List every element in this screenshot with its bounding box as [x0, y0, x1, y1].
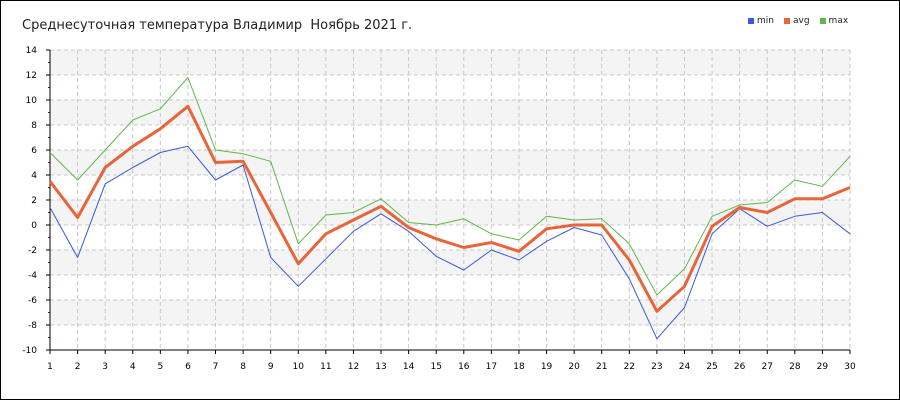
series-line-avg	[48, 104, 851, 313]
y-tick-label: 10	[26, 96, 38, 106]
x-tick-label: 7	[213, 362, 219, 372]
x-tick-label: 14	[403, 362, 415, 372]
grid-band	[50, 200, 850, 225]
legend-label-max: max	[828, 16, 849, 26]
y-tick-label: 0	[31, 221, 37, 231]
y-tick-label: -4	[28, 271, 37, 281]
y-tick-label: -6	[28, 296, 37, 306]
chart-title: Среднесуточная температура Владимир Нояб…	[22, 18, 413, 33]
series-line-max	[49, 77, 851, 296]
x-tick-label: 6	[185, 362, 191, 372]
legend-item-max: max	[819, 16, 849, 26]
x-tick-label: 24	[679, 362, 691, 372]
y-tick-label: 4	[31, 171, 37, 181]
x-tick-label: 30	[844, 362, 856, 372]
legend-item-min: min	[748, 16, 774, 26]
y-tick-label: 8	[31, 121, 37, 131]
y-tick-label: -8	[28, 321, 37, 331]
x-tick-label: 19	[541, 362, 553, 372]
legend-item-avg: avg	[783, 16, 810, 26]
x-tick-label: 21	[596, 362, 607, 372]
x-tick-label: 22	[624, 362, 635, 372]
legend: min avg max	[748, 16, 848, 26]
x-tick-label: 26	[734, 362, 746, 372]
x-tick-label: 29	[817, 362, 829, 372]
x-tick-label: 16	[458, 362, 470, 372]
grid-band	[50, 100, 850, 125]
y-tick-label: 14	[26, 46, 38, 56]
x-tick-label: 25	[706, 362, 717, 372]
x-tick-label: 2	[75, 362, 81, 372]
x-tick-label: 11	[320, 362, 331, 372]
x-tick-label: 4	[130, 362, 136, 372]
x-tick-label: 15	[430, 362, 441, 372]
x-tick-label: 12	[348, 362, 359, 372]
legend-label-avg: avg	[792, 16, 810, 26]
grid-band	[50, 300, 850, 325]
y-tick-label: -2	[28, 246, 37, 256]
legend-swatch-min	[748, 18, 754, 24]
x-tick-label: 10	[293, 362, 305, 372]
y-tick-label: 2	[31, 196, 37, 206]
y-tick-label: 12	[26, 71, 37, 81]
legend-label-min: min	[757, 16, 774, 26]
x-tick-label: 23	[651, 362, 662, 372]
y-tick-label: -10	[22, 346, 37, 356]
series-line-min	[49, 145, 851, 340]
legend-swatch-avg	[783, 18, 790, 24]
x-tick-label: 1	[47, 362, 53, 372]
x-tick-label: 18	[513, 362, 525, 372]
x-tick-label: 5	[157, 362, 163, 372]
x-tick-label: 13	[375, 362, 386, 372]
x-tick-label: 20	[568, 362, 580, 372]
grid-band	[50, 150, 850, 175]
x-tick-label: 8	[240, 362, 246, 372]
x-tick-label: 28	[789, 362, 801, 372]
y-tick-label: 6	[31, 146, 37, 156]
x-tick-label: 27	[762, 362, 773, 372]
legend-swatch-max	[819, 18, 826, 24]
grid-band	[50, 50, 850, 75]
x-tick-label: 3	[102, 362, 108, 372]
x-tick-label: 9	[268, 362, 274, 372]
x-tick-label: 17	[486, 362, 497, 372]
grid-band	[50, 250, 850, 275]
